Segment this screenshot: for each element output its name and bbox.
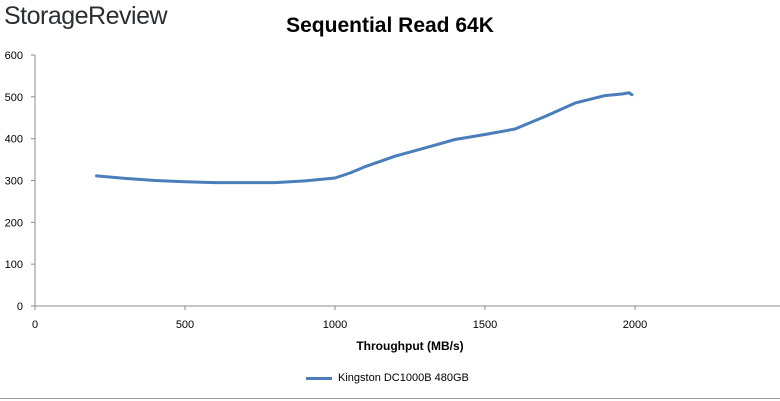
bottom-rule <box>0 398 780 399</box>
y-tick-label: 100 <box>5 259 23 271</box>
x-axis-label: Throughput (MB/s) <box>356 339 463 353</box>
y-tick-label: 200 <box>5 217 23 229</box>
y-tick-label: 500 <box>5 92 23 104</box>
x-tick-label: 500 <box>176 319 194 331</box>
x-axis: 05001000150020002 <box>32 305 780 331</box>
y-tick-label: 300 <box>5 176 23 188</box>
legend: Kingston DC1000B 480GB <box>306 372 469 384</box>
series-line <box>95 91 634 185</box>
x-tick-label: 1000 <box>323 319 347 331</box>
chart-title: Sequential Read 64K <box>286 14 494 37</box>
y-tick-label: 400 <box>5 134 23 146</box>
x-tick-label: 2000 <box>623 319 647 331</box>
y-tick-label: 600 <box>5 50 23 62</box>
series-layer <box>95 91 634 185</box>
storagereview-logo: StorageReview <box>4 2 168 30</box>
legend-swatch <box>306 376 332 380</box>
x-tick-label: 0 <box>32 319 38 331</box>
x-tick-label: 1500 <box>473 319 497 331</box>
y-tick-label: 0 <box>17 301 23 313</box>
legend-label: Kingston DC1000B 480GB <box>338 372 469 384</box>
y-axis: 0 100 200 300 400 500 600 <box>5 50 36 313</box>
